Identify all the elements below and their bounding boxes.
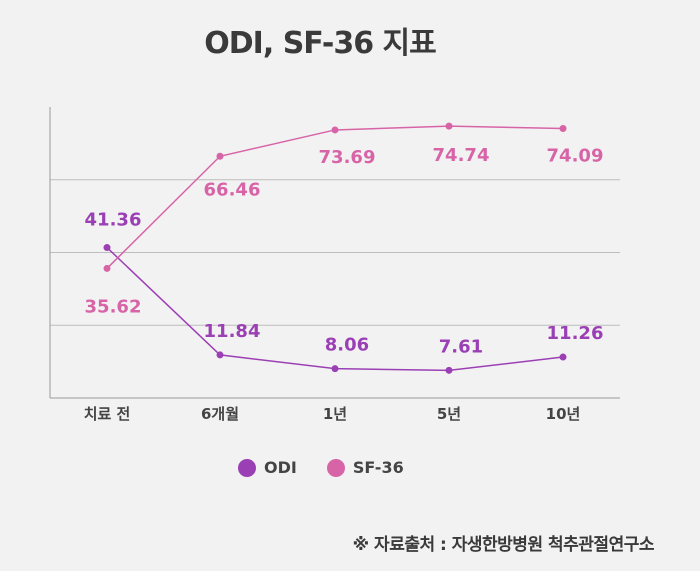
data-label-odi: 7.61 [439,336,483,357]
x-tick-label: 10년 [546,405,581,423]
legend-item-sf36: SF-36 [326,458,404,477]
legend-sf36-marker [326,458,345,477]
data-point-sf-36 [216,152,224,160]
chart-title: ODI, SF-36 지표 [204,26,436,61]
data-label-odi: 8.06 [325,335,369,356]
x-tick-labels: 치료 전 6개월 1년 5년 10년 [84,405,581,423]
legend: ODI SF-36 [238,458,404,477]
data-label-sf-36: 35.62 [85,296,142,317]
x-tick-label: 1년 [323,405,347,423]
data-label-sf-36: 74.74 [433,145,490,166]
x-tick-label: 치료 전 [84,405,131,423]
data-label-sf-36: 66.46 [204,179,261,200]
data-label-sf-36: 73.69 [319,147,376,168]
data-label-sf-36: 74.09 [547,145,604,166]
data-label-odi: 41.36 [85,210,142,231]
data-point-odi [559,353,567,361]
data-point-sf-36 [103,264,111,272]
data-point-odi [331,365,339,373]
data-point-sf-36 [445,122,453,130]
data-point-odi [216,351,224,359]
data-points [103,122,567,374]
grid-lines [50,179,620,326]
x-tick-label: 6개월 [201,405,239,423]
data-point-odi [445,366,453,374]
axis [49,107,620,399]
line-chart: 치료 전 6개월 1년 5년 10년 41.36 11.84 8.06 7.61 11.26 35… [49,107,620,423]
legend-odi-label: ODI [264,458,297,477]
x-tick-label: 5년 [437,405,461,423]
data-label-odi: 11.26 [547,323,604,344]
legend-item-odi: ODI [238,458,297,477]
source-note: ※ 자료출처 : 자생한방병원 척추관절연구소 [352,535,655,555]
data-label-odi: 11.84 [204,321,261,342]
data-point-sf-36 [559,124,567,132]
legend-sf36-label: SF-36 [352,458,404,477]
data-point-odi [103,244,111,252]
legend-odi-marker [238,458,256,477]
data-point-sf-36 [331,126,339,134]
data-labels: 41.36 11.84 8.06 7.61 11.26 35.62 66.46 73.69 74… [85,145,604,357]
